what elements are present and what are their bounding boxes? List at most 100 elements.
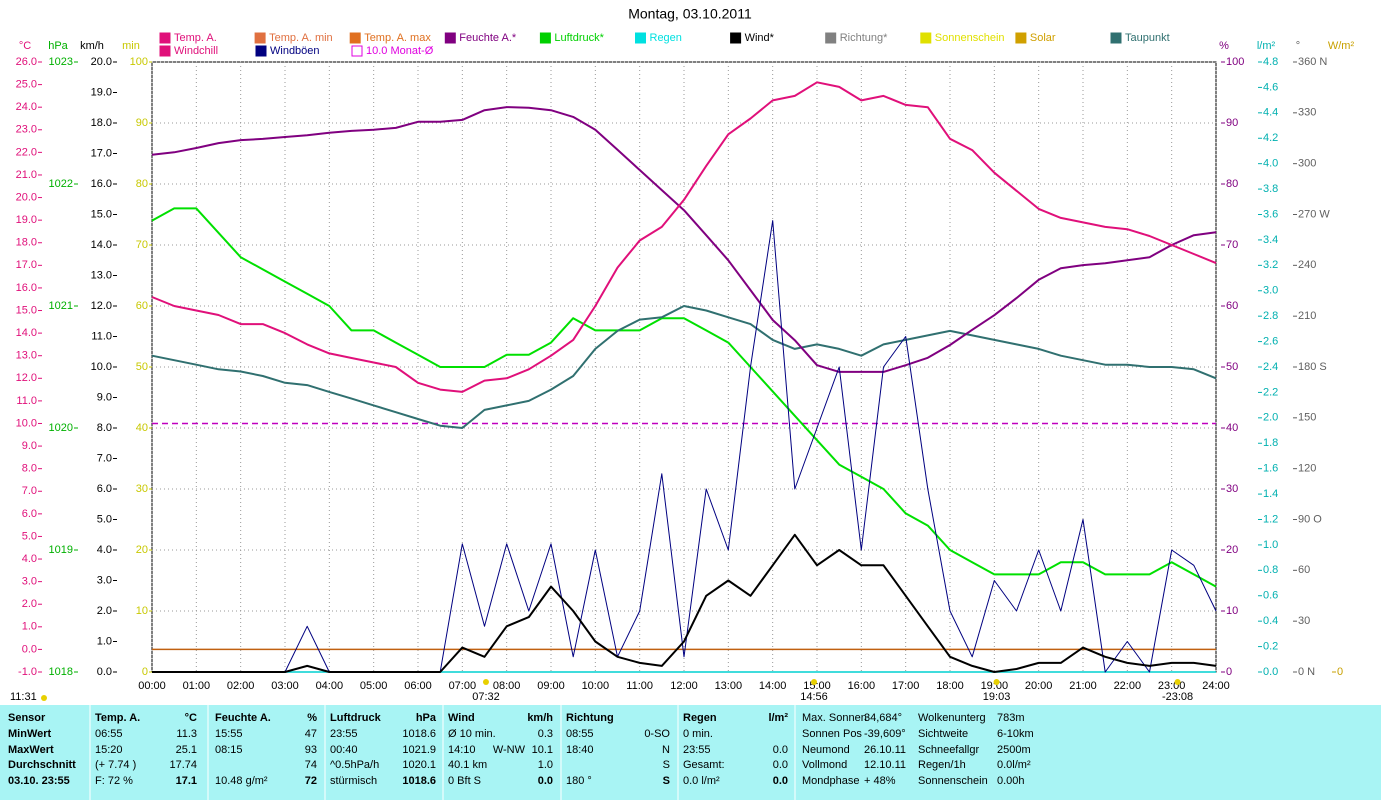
- panel-cell: 14:10: [448, 744, 476, 756]
- legend-label: Sonnenschein: [935, 32, 1005, 44]
- sun-time: 19:03: [983, 691, 1011, 703]
- y-tick-label: 9.0: [97, 391, 112, 403]
- panel-cell: 23:55: [683, 744, 711, 756]
- y-tick-label: -1.0: [18, 666, 37, 678]
- y-tick-label: 4.0: [97, 544, 112, 556]
- x-tick-label: 08:00: [493, 680, 521, 692]
- panel-cell: 08:15: [215, 744, 243, 756]
- panel-value: 72: [305, 775, 317, 787]
- panel-value: 93: [305, 744, 317, 756]
- panel-value: 0.0: [773, 775, 788, 787]
- x-tick-label: 02:00: [227, 680, 255, 692]
- y-tick-label: 3.8: [1263, 183, 1278, 195]
- y-tick-label: 3.6: [1263, 208, 1278, 220]
- info-value: 783m: [997, 712, 1025, 724]
- y-tick-label: 30: [1226, 483, 1238, 495]
- y-tick-label: 80: [136, 178, 148, 190]
- legend-swatch: [159, 32, 171, 44]
- panel-unit: °C: [185, 712, 197, 724]
- x-tick-label: 18:00: [936, 680, 964, 692]
- legend-label: Windchill: [174, 45, 218, 57]
- y-tick-label: 60: [1226, 300, 1238, 312]
- y-tick-label: 30: [136, 483, 148, 495]
- y-tick-label: 3.0: [22, 576, 37, 588]
- panel-value: 0.0: [773, 759, 788, 771]
- info-value: 0.00h: [997, 775, 1025, 787]
- info-label: Vollmond: [802, 759, 847, 771]
- series-line: [151, 106, 1217, 373]
- info-value: 34,684°: [864, 712, 902, 724]
- info-value: 6-10km: [997, 728, 1034, 740]
- panel-value: S: [663, 775, 670, 787]
- y-tick-label: 1.8: [1263, 437, 1278, 449]
- panel-value: 0.3: [538, 728, 553, 740]
- panel-value: 74: [305, 759, 317, 771]
- panel-header: Luftdruck: [330, 712, 382, 724]
- y-tick-label: 12.0: [91, 300, 112, 312]
- y-tick-label: 14.0: [16, 327, 37, 339]
- legend-swatch: [444, 32, 456, 44]
- panel-cell: 10.48 g/m²: [215, 775, 268, 787]
- panel-cell: 0 Bft S: [448, 775, 481, 787]
- y-tick-label: 4.4: [1263, 107, 1278, 119]
- info-value: + 48%: [864, 775, 896, 787]
- panel-cell: 0.0 l/m²: [683, 775, 720, 787]
- x-tick-label: 21:00: [1069, 680, 1097, 692]
- y-tick-label: 180 S: [1298, 361, 1327, 373]
- panel-header: Richtung: [566, 712, 614, 724]
- legend-swatch: [1110, 32, 1122, 44]
- panel-cell: W-NW: [493, 744, 526, 756]
- series-line: [151, 207, 1217, 588]
- axis-title: min: [122, 40, 140, 52]
- y-tick-label: 2.2: [1263, 386, 1278, 398]
- panel-unit: hPa: [416, 712, 437, 724]
- info-label: Schneefallgr: [918, 744, 979, 756]
- y-tick-label: 1018: [49, 666, 73, 678]
- x-tick-label: 13:00: [715, 680, 743, 692]
- panel-cell: 0 min.: [683, 728, 713, 740]
- legend-swatch: [920, 32, 932, 44]
- panel-unit: l/m²: [768, 712, 788, 724]
- y-tick-label: 11.0: [16, 395, 37, 407]
- panel-header: Regen: [683, 712, 717, 724]
- y-tick-label: 20: [1226, 544, 1238, 556]
- y-tick-label: 60: [136, 300, 148, 312]
- legend-swatch: [349, 32, 361, 44]
- y-tick-label: 300: [1298, 158, 1316, 170]
- y-tick-label: 30: [1298, 615, 1310, 627]
- panel-value: 47: [305, 728, 317, 740]
- y-tick-label: 1019: [49, 544, 73, 556]
- panel-value: 1.0: [538, 759, 553, 771]
- y-tick-label: 4.0: [22, 553, 37, 565]
- panel-unit: km/h: [527, 712, 553, 724]
- panel-label: Sensor: [8, 712, 46, 724]
- y-tick-label: 20.0: [91, 56, 112, 68]
- panel-value: 1021.9: [402, 744, 436, 756]
- y-tick-label: 0.0: [22, 643, 37, 655]
- x-tick-label: 11:00: [626, 680, 653, 692]
- y-tick-label: 18.0: [16, 237, 37, 249]
- panel-value: 1018.6: [402, 728, 436, 740]
- info-label: Wolkenunterg: [918, 712, 986, 724]
- y-tick-label: 20.0: [16, 191, 37, 203]
- legend-swatch: [635, 32, 646, 44]
- y-tick-label: 15.0: [16, 304, 37, 316]
- y-tick-label: 100: [130, 56, 148, 68]
- y-tick-label: 16.0: [16, 282, 37, 294]
- y-tick-label: 13.0: [91, 269, 112, 281]
- axis-title: °C: [19, 40, 31, 52]
- y-tick-label: 1.4: [1263, 488, 1278, 500]
- panel-value: 1018.6: [402, 775, 436, 787]
- y-tick-label: 17.0: [16, 259, 37, 271]
- info-value: 0.0l/m²: [997, 759, 1031, 771]
- y-tick-label: 5.0: [22, 530, 37, 542]
- y-tick-label: 7.0: [97, 452, 112, 464]
- x-tick-label: 01:00: [183, 680, 211, 692]
- y-tick-label: 1.0: [1263, 539, 1278, 551]
- x-tick-label: 16:00: [848, 680, 876, 692]
- legend-swatch: [825, 32, 837, 44]
- y-tick-label: 23.0: [16, 124, 37, 136]
- y-tick-label: 1020: [49, 422, 73, 434]
- chart-title: Montag, 03.10.2011: [628, 6, 752, 22]
- info-label: Sonnenschein: [918, 775, 988, 787]
